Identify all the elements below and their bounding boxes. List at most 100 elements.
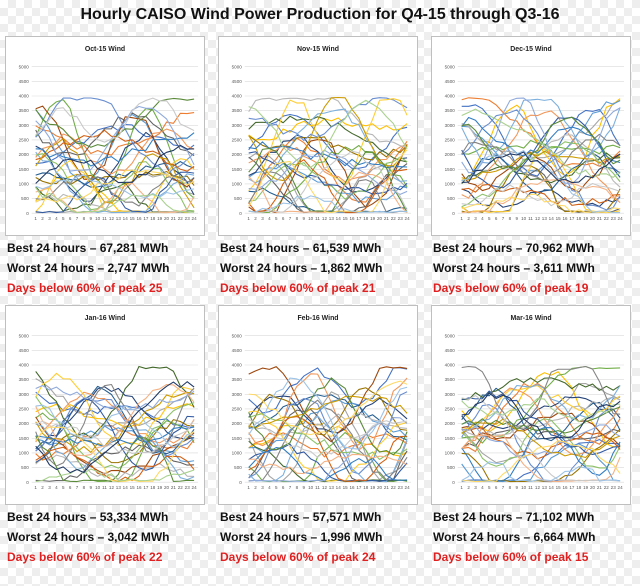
- x-tick-label: 14: [336, 216, 342, 221]
- x-tick-label: 11: [315, 485, 320, 490]
- x-tick-label: 6: [282, 216, 285, 221]
- series-line: [248, 447, 408, 482]
- chart-box: Jan-16 Wind 0 500 1000 1500 2000 2500 3000 3500 4…: [5, 305, 205, 505]
- x-tick-label: 12: [322, 216, 328, 221]
- x-tick-label: 14: [549, 485, 555, 490]
- series-line: [461, 406, 621, 434]
- series-line: [248, 377, 408, 450]
- x-tick-label: 24: [192, 216, 198, 221]
- x-tick-label: 18: [576, 216, 582, 221]
- x-tick-label: 12: [535, 485, 541, 490]
- series-line: [35, 385, 195, 455]
- series-line: [248, 150, 408, 213]
- chart-title: Oct-15 Wind: [85, 46, 125, 53]
- x-tick-label: 12: [535, 216, 541, 221]
- y-tick-label: 5000: [445, 64, 456, 69]
- x-tick-label: 13: [329, 216, 335, 221]
- worst-24-hours: Worst 24 hours – 3,042 MWh: [7, 530, 170, 544]
- series-line: [35, 123, 195, 165]
- y-tick-label: 3000: [445, 392, 456, 397]
- chart-box: Feb-16 Wind 0 500 1000 1500 2000 2500 3000 3500 4…: [218, 305, 418, 505]
- best-24-hours: Best 24 hours – 70,962 MWh: [433, 241, 595, 255]
- series-line: [248, 380, 408, 438]
- line-chart: Dec-15 Wind 0 500 1000 1500 2000 2500 3000 3500 4…: [445, 46, 625, 221]
- x-tick-label: 14: [123, 485, 129, 490]
- series-line: [461, 183, 621, 206]
- x-tick-label: 19: [370, 485, 376, 490]
- y-tick-label: 3500: [19, 108, 30, 113]
- x-tick-label: 2: [41, 485, 44, 490]
- series-line: [461, 424, 621, 459]
- x-tick-label: 14: [123, 216, 129, 221]
- series-line: [35, 129, 195, 172]
- y-tick-label: 5000: [232, 333, 243, 338]
- x-tick-label: 23: [611, 216, 617, 221]
- x-tick-label: 9: [90, 216, 93, 221]
- x-tick-label: 16: [136, 485, 142, 490]
- x-tick-label: 7: [502, 216, 505, 221]
- y-tick-label: 0: [26, 211, 29, 216]
- chart-box: Mar-16 Wind 0 500 1000 1500 2000 2500 3000 3500 4…: [431, 305, 631, 505]
- series-line: [35, 171, 195, 214]
- y-tick-label: 4000: [445, 94, 456, 99]
- y-tick-label: 4500: [232, 348, 243, 353]
- y-tick-label: 3500: [445, 108, 456, 113]
- x-tick-label: 15: [130, 485, 136, 490]
- series-line: [461, 392, 621, 440]
- series-line: [35, 384, 195, 411]
- x-tick-label: 1: [247, 485, 250, 490]
- series-line: [35, 426, 195, 448]
- x-tick-label: 3: [261, 485, 264, 490]
- days-below-peak: Days below 60% of peak 22: [7, 550, 163, 564]
- x-tick-label: 13: [116, 485, 122, 490]
- x-tick-label: 20: [590, 485, 596, 490]
- series-line: [35, 158, 195, 213]
- x-tick-label: 1: [34, 216, 37, 221]
- x-tick-label: 20: [377, 485, 383, 490]
- y-tick-label: 3500: [232, 377, 243, 382]
- series-line: [461, 394, 621, 482]
- series-line: [35, 128, 195, 175]
- series-line: [461, 188, 621, 208]
- y-tick-label: 1500: [445, 167, 456, 172]
- line-chart: Jan-16 Wind 0 500 1000 1500 2000 2500 3000 3500 4…: [19, 315, 199, 490]
- series-line: [248, 113, 408, 169]
- x-tick-label: 1: [460, 485, 463, 490]
- series-line: [461, 396, 621, 483]
- y-tick-label: 500: [21, 196, 29, 201]
- x-tick-label: 10: [521, 485, 527, 490]
- series-line: [248, 159, 408, 214]
- x-tick-label: 24: [405, 216, 411, 221]
- x-tick-label: 3: [474, 216, 477, 221]
- y-tick-label: 4000: [19, 94, 30, 99]
- x-tick-label: 5: [488, 485, 491, 490]
- y-tick-label: 2000: [445, 421, 456, 426]
- series-line: [248, 413, 408, 460]
- x-tick-label: 4: [268, 216, 271, 221]
- series-line: [461, 390, 621, 456]
- series-line: [248, 366, 408, 443]
- y-tick-label: 1500: [445, 436, 456, 441]
- series-line: [35, 131, 195, 202]
- series-line: [248, 399, 408, 482]
- x-tick-label: 21: [171, 485, 177, 490]
- x-tick-label: 20: [377, 216, 383, 221]
- days-below-peak: Days below 60% of peak 21: [220, 281, 376, 295]
- days-below-peak: Days below 60% of peak 19: [433, 281, 589, 295]
- x-tick-label: 3: [48, 216, 51, 221]
- series-line: [461, 377, 621, 401]
- y-tick-label: 0: [239, 211, 242, 216]
- y-tick-label: 3500: [19, 377, 30, 382]
- x-tick-label: 15: [556, 485, 562, 490]
- page-title: Hourly CAISO Wind Power Production for Q…: [80, 6, 560, 23]
- worst-24-hours: Worst 24 hours – 1,996 MWh: [220, 530, 383, 544]
- chart-box: Oct-15 Wind 0 500 1000 1500 2000 2500 3000 3500 4…: [5, 36, 205, 236]
- x-tick-label: 22: [178, 216, 184, 221]
- series-line: [248, 454, 408, 475]
- chart-stats: Best 24 hours – 70,962 MWh Worst 24 hours…: [433, 238, 640, 298]
- x-tick-label: 19: [583, 216, 589, 221]
- x-tick-label: 23: [185, 485, 191, 490]
- y-tick-label: 3000: [19, 392, 30, 397]
- chart-title: Dec-15 Wind: [510, 46, 551, 53]
- x-tick-label: 5: [62, 485, 65, 490]
